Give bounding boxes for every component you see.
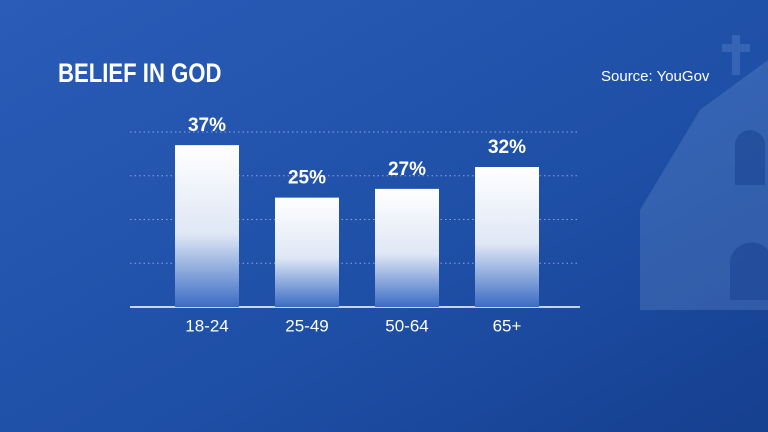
value-label: 27% [388, 159, 426, 180]
x-tick-label: 50-64 [385, 316, 428, 335]
value-label: 32% [488, 137, 526, 158]
source-note: Source: YouGov [601, 68, 710, 85]
bar [375, 188, 439, 307]
x-tick-label: 25-49 [285, 316, 328, 335]
chart-title: BELIEF IN GOD [58, 59, 221, 89]
bar [175, 145, 239, 307]
church-decoration [640, 35, 768, 310]
x-tick-label: 65+ [493, 316, 522, 335]
bar [475, 167, 539, 307]
x-tick-label: 18-24 [185, 316, 228, 335]
church-windows [730, 130, 768, 300]
value-label: 37% [188, 115, 226, 136]
bar [275, 197, 339, 307]
value-label: 25% [288, 168, 326, 189]
